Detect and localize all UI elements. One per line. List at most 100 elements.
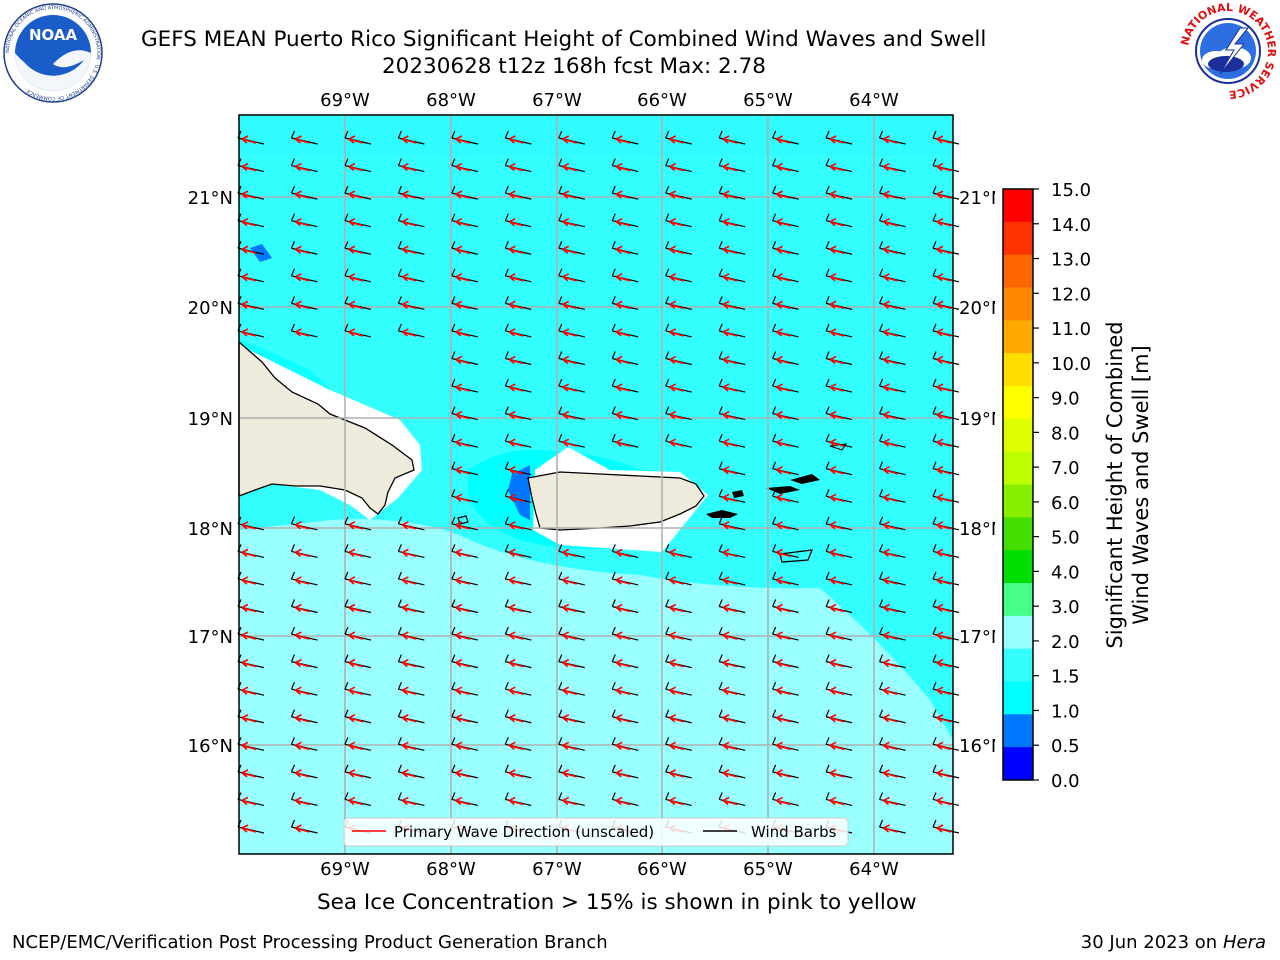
colorbar-cell bbox=[1003, 287, 1033, 321]
colorbar-tick-label: 12.0 bbox=[1051, 284, 1091, 305]
wave-direction-arrow bbox=[936, 824, 952, 833]
wave-direction-arrow bbox=[936, 576, 952, 585]
wave-direction-arrow bbox=[669, 162, 684, 172]
wave-direction-arrow bbox=[669, 741, 684, 751]
wave-direction-arrow bbox=[294, 741, 310, 751]
colorbar-tick-label: 13.0 bbox=[1051, 250, 1091, 271]
wave-direction-arrow bbox=[562, 135, 577, 144]
colorbar-label-line1: Significant Height of Combined bbox=[1103, 321, 1127, 648]
wave-direction-arrow bbox=[348, 521, 364, 530]
legend-wave-label: Primary Wave Direction (unscaled) bbox=[394, 823, 654, 841]
wave-direction-arrow bbox=[669, 769, 684, 778]
wave-direction-arrow bbox=[241, 741, 257, 751]
wave-direction-arrow bbox=[722, 631, 738, 640]
wave-direction-arrow bbox=[401, 162, 417, 172]
lat-label-right: 17°N bbox=[959, 627, 1004, 648]
wave-direction-arrow bbox=[615, 190, 631, 199]
wave-direction-arrow bbox=[883, 714, 898, 723]
wave-direction-arrow bbox=[241, 190, 257, 199]
wave-direction-arrow bbox=[615, 355, 631, 365]
wave-direction-arrow bbox=[722, 493, 738, 503]
wave-direction-arrow bbox=[776, 521, 791, 530]
wave-direction-arrow bbox=[562, 769, 577, 778]
wave-direction-arrow bbox=[829, 328, 845, 337]
wave-direction-arrow bbox=[508, 162, 524, 172]
wave-direction-arrow bbox=[829, 686, 845, 695]
colorbar-tick-label: 0.5 bbox=[1051, 736, 1080, 757]
wave-direction-arrow bbox=[401, 190, 417, 199]
wave-direction-arrow bbox=[936, 355, 952, 365]
wave-direction-arrow bbox=[669, 603, 684, 613]
colorbar-cell bbox=[1003, 714, 1033, 748]
wave-direction-arrow bbox=[776, 741, 791, 751]
lat-label-left: 17°N bbox=[188, 627, 233, 648]
wave-direction-arrow bbox=[936, 135, 952, 144]
wave-direction-arrow bbox=[455, 714, 471, 723]
wave-direction-arrow bbox=[241, 824, 257, 833]
wave-direction-arrow bbox=[936, 769, 952, 778]
wave-direction-arrow bbox=[776, 686, 791, 695]
wave-direction-arrow bbox=[722, 714, 738, 723]
colorbar-cell bbox=[1003, 418, 1033, 453]
wave-direction-arrow bbox=[883, 162, 898, 172]
wave-direction-arrow bbox=[722, 686, 738, 695]
wave-direction-arrow bbox=[722, 548, 738, 558]
wave-direction-arrow bbox=[722, 217, 738, 227]
wave-direction-arrow bbox=[348, 741, 364, 751]
wave-direction-arrow bbox=[294, 796, 310, 806]
wave-direction-arrow bbox=[241, 603, 257, 613]
wave-direction-arrow bbox=[883, 548, 898, 558]
colorbar-tick-label: 3.0 bbox=[1051, 597, 1080, 618]
wave-direction-arrow bbox=[776, 631, 791, 640]
wave-direction-arrow bbox=[508, 245, 524, 255]
wave-direction-arrow bbox=[401, 273, 417, 282]
wave-direction-arrow bbox=[294, 576, 310, 585]
hispaniola-land bbox=[238, 340, 415, 515]
wave-direction-arrow bbox=[455, 438, 471, 447]
lon-label-top: 65°W bbox=[743, 90, 793, 111]
wave-direction-arrow bbox=[241, 217, 257, 227]
wave-direction-arrow bbox=[722, 438, 738, 447]
wave-direction-arrow bbox=[776, 466, 791, 475]
wave-direction-arrow bbox=[348, 135, 364, 144]
wave-direction-arrow bbox=[401, 328, 417, 337]
wave-direction-arrow bbox=[455, 383, 471, 392]
wave-direction-arrow bbox=[669, 245, 684, 255]
wave-direction-arrow bbox=[508, 328, 524, 337]
wave-direction-arrow bbox=[401, 521, 417, 530]
colorbar-cell bbox=[1003, 583, 1033, 617]
lat-label-left: 20°N bbox=[188, 298, 233, 319]
wave-direction-arrow bbox=[722, 328, 738, 337]
wave-direction-arrow bbox=[883, 245, 898, 255]
colorbar-cell bbox=[1003, 550, 1033, 584]
wave-direction-arrow bbox=[883, 631, 898, 640]
chart-subtitle: 20230628 t12z 168h fcst Max: 2.78 bbox=[382, 54, 766, 79]
wave-direction-arrow bbox=[508, 438, 524, 447]
wave-direction-arrow bbox=[348, 658, 364, 668]
wave-direction-arrow bbox=[936, 658, 952, 668]
wave-direction-arrow bbox=[829, 769, 845, 778]
wave-direction-arrow bbox=[294, 824, 310, 833]
wave-direction-arrow bbox=[669, 328, 684, 337]
footer-date: 30 Jun 2023 on Hera bbox=[1080, 932, 1266, 953]
wave-direction-arrow bbox=[401, 548, 417, 558]
sea-ice-note: Sea Ice Concentration > 15% is shown in … bbox=[317, 890, 917, 915]
wave-direction-arrow bbox=[615, 135, 631, 144]
wave-direction-arrow bbox=[615, 796, 631, 806]
wave-direction-arrow bbox=[883, 493, 898, 503]
wave-direction-arrow bbox=[829, 741, 845, 751]
wave-direction-arrow bbox=[455, 769, 471, 778]
wave-direction-arrow bbox=[829, 135, 845, 144]
wave-direction-arrow bbox=[294, 162, 310, 172]
colorbar-tick-label: 4.0 bbox=[1051, 562, 1080, 583]
wave-direction-arrow bbox=[669, 796, 684, 806]
wave-direction-arrow bbox=[348, 273, 364, 282]
wave-direction-arrow bbox=[669, 714, 684, 723]
wave-direction-arrow bbox=[722, 162, 738, 172]
wave-direction-arrow bbox=[241, 769, 257, 778]
wave-direction-arrow bbox=[508, 217, 524, 227]
wave-direction-arrow bbox=[669, 548, 684, 558]
wave-direction-arrow bbox=[294, 603, 310, 613]
wave-direction-arrow bbox=[615, 410, 631, 420]
wave-direction-arrow bbox=[615, 300, 631, 310]
